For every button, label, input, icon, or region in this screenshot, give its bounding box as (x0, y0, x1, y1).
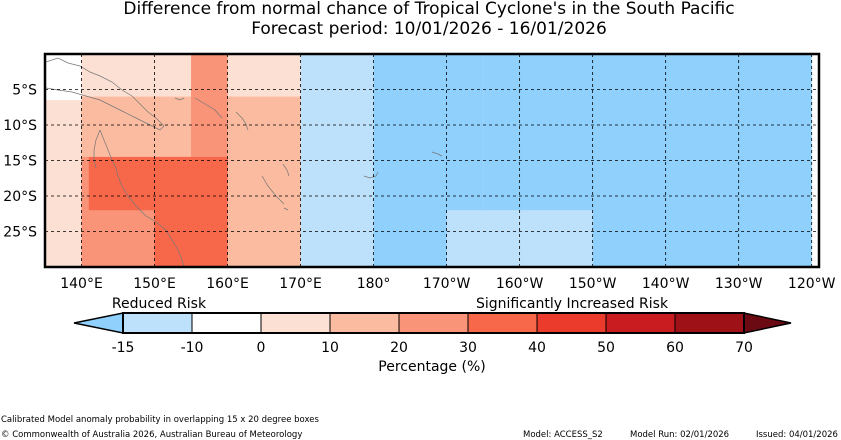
colorbar-tick-label: 50 (597, 340, 615, 356)
colorbar-segment (329, 312, 400, 334)
colorbar-over-arrow (743, 312, 792, 334)
lon-tick-label: 160°W (496, 276, 544, 292)
colorbar-segment (674, 312, 745, 334)
chart-title: Difference from normal chance of Tropica… (123, 0, 735, 19)
lon-tick-label: 160°E (206, 276, 249, 292)
lat-tick-label: 20°S (3, 189, 37, 205)
lon-tick-label: 170°W (423, 276, 471, 292)
colorbar-tick-label: -15 (112, 340, 135, 356)
colorbar-tick-label: 70 (735, 340, 753, 356)
colorbar-tick-label: 40 (528, 340, 546, 356)
lon-tick-label: 120°W (788, 276, 836, 292)
footer-copyright: © Commonwealth of Australia 2026, Austra… (1, 430, 303, 440)
footer-model: Model: ACCESS_S2 (523, 430, 603, 440)
map-frame (43, 52, 821, 269)
lon-tick-label: 140°W (642, 276, 690, 292)
map-gridlines (45, 54, 819, 267)
risk-cell (45, 54, 82, 101)
coastline-outlines (45, 57, 443, 268)
lon-tick-label: 170°E (279, 276, 322, 292)
risk-cell (154, 156, 228, 267)
risk-cell (300, 54, 374, 267)
lon-tick-label: 180° (357, 276, 391, 292)
risk-cell (227, 54, 301, 97)
colorbar-segment (398, 312, 469, 334)
colorbar-axis-label: Percentage (%) (378, 359, 485, 375)
colorbar-tick-label: 30 (459, 340, 477, 356)
colorbar-segment (605, 312, 676, 334)
colorbar-tick-label: 20 (390, 340, 408, 356)
lat-tick-label: 15°S (3, 154, 37, 170)
footer-note: Calibrated Model anomaly probability in … (1, 415, 319, 425)
colorbar-tick-label: 10 (321, 340, 339, 356)
risk-cell (45, 100, 82, 268)
colorbar-legend: -15 -10 0 10 20 30 40 50 60 70 Reduced Risk Signifi… (73, 296, 792, 375)
reduced-risk-label: Reduced Risk (112, 296, 207, 312)
colorbar-frame (122, 312, 745, 334)
colorbar-segment (191, 312, 262, 334)
lat-tick-label: 25°S (3, 225, 37, 241)
colorbar-segment (260, 312, 331, 334)
lon-tick-label: 140°E (60, 276, 103, 292)
colorbar-tick-label: 0 (257, 340, 266, 356)
lat-tick-label: 10°S (3, 118, 37, 134)
colorbar-tick-label: 60 (666, 340, 684, 356)
lon-tick-label: 150°W (569, 276, 617, 292)
colorbar-tick-label: -10 (181, 340, 204, 356)
lon-tick-label: 150°E (133, 276, 176, 292)
colorbar-segment (467, 312, 538, 334)
lon-tick-label: 130°W (715, 276, 763, 292)
colorbar-segment (122, 312, 193, 334)
increased-risk-label: Significantly Increased Risk (476, 296, 669, 312)
colorbar-segment (536, 312, 607, 334)
footer-model-run: Model Run: 02/01/2026 (630, 430, 730, 440)
chart-subtitle: Forecast period: 10/01/2026 - 16/01/2026 (251, 19, 607, 39)
lat-tick-label: 5°S (12, 83, 37, 99)
footer-issued: Issued: 04/01/2026 (756, 430, 838, 440)
risk-cell (446, 210, 593, 267)
colorbar-under-arrow (73, 312, 124, 334)
